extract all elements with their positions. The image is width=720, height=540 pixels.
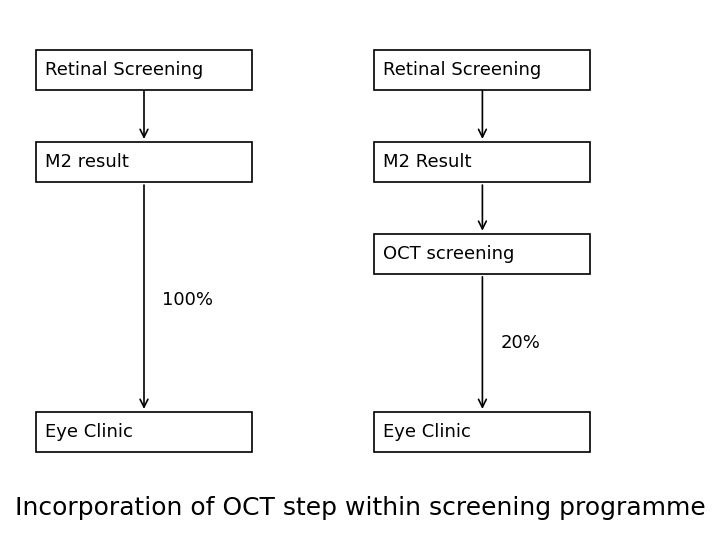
Text: Eye Clinic: Eye Clinic [383,423,471,441]
Text: Eye Clinic: Eye Clinic [45,423,132,441]
Text: 100%: 100% [162,291,213,309]
FancyBboxPatch shape [374,411,590,453]
Text: OCT screening: OCT screening [383,245,514,263]
FancyBboxPatch shape [374,233,590,274]
Text: Incorporation of OCT step within screening programme: Incorporation of OCT step within screeni… [14,496,706,519]
FancyBboxPatch shape [374,142,590,183]
Text: Retinal Screening: Retinal Screening [383,61,541,79]
FancyBboxPatch shape [374,50,590,90]
Text: Retinal Screening: Retinal Screening [45,61,203,79]
FancyBboxPatch shape [36,142,252,183]
Text: M2 Result: M2 Result [383,153,472,171]
Text: M2 result: M2 result [45,153,128,171]
FancyBboxPatch shape [36,411,252,453]
Text: 20%: 20% [500,334,540,352]
FancyBboxPatch shape [36,50,252,90]
